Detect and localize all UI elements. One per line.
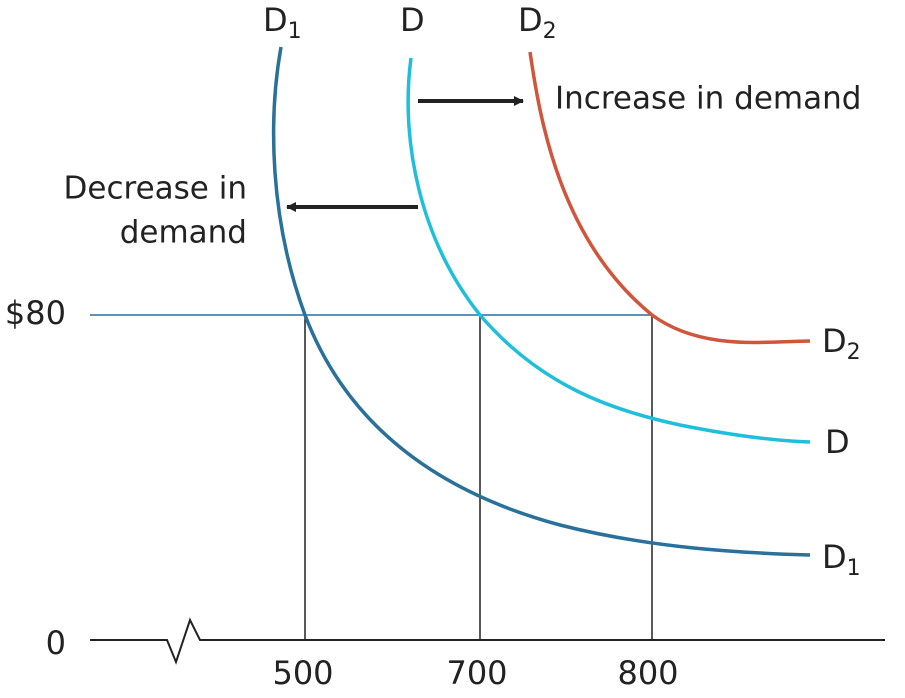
- curve-d: [406, 57, 811, 444]
- curve-label: D2: [822, 322, 861, 365]
- label-sub: 2: [847, 340, 861, 365]
- x-tick-label: 500: [272, 654, 333, 692]
- annotation: Increase in demand: [555, 81, 861, 117]
- label-main: D: [263, 1, 288, 39]
- curve-label: D2: [518, 1, 557, 44]
- annotation: demand: [120, 215, 247, 251]
- curve-d2: [528, 51, 811, 345]
- label-sub: 1: [288, 19, 302, 44]
- label-main: D: [400, 1, 425, 39]
- label-sub: 1: [847, 556, 861, 581]
- x-tick-label: 700: [446, 654, 507, 692]
- label-main: D: [825, 423, 850, 461]
- curve-label: D1: [822, 538, 861, 581]
- label-main: D: [822, 538, 847, 576]
- label-sub: 2: [543, 19, 557, 44]
- x-tick-label: 800: [617, 654, 678, 692]
- annotation: Decrease in: [64, 171, 247, 207]
- y-label: $80: [5, 294, 66, 332]
- curve-d1: [271, 46, 811, 557]
- guides: [90, 314, 653, 640]
- y-label: 0: [46, 624, 66, 662]
- label-main: D: [518, 1, 543, 39]
- curve-label: D: [400, 1, 425, 39]
- x-axis: [90, 617, 885, 665]
- curve-label: D1: [263, 1, 302, 44]
- curve-label: D: [825, 423, 850, 461]
- label-main: D: [822, 322, 847, 360]
